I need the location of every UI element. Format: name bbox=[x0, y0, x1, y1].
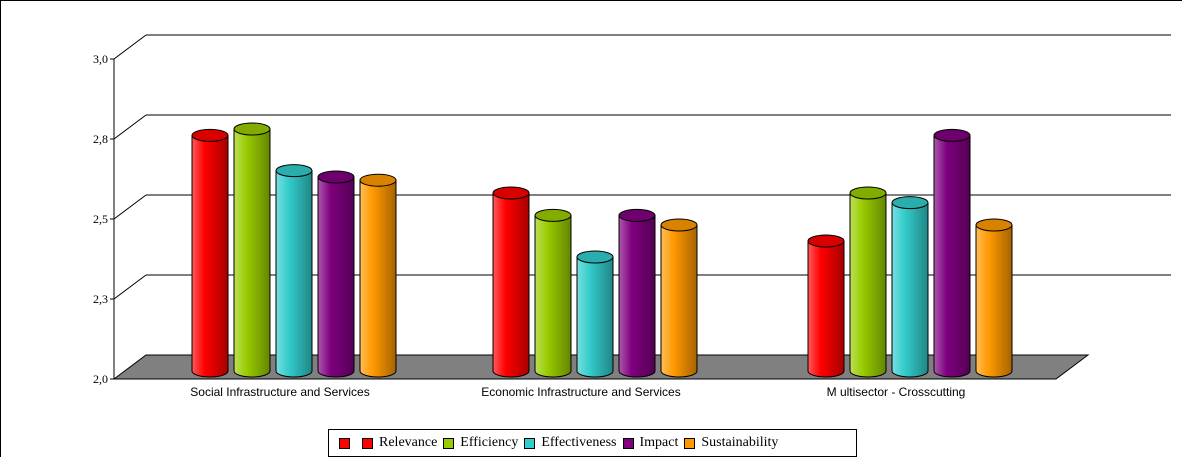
legend-swatch bbox=[622, 437, 634, 449]
bar-top bbox=[233, 122, 271, 136]
legend: Relevance Efficiency Effectiveness Impact Su… bbox=[328, 429, 857, 457]
bar-body bbox=[576, 256, 614, 378]
bar-relevance-3 bbox=[807, 234, 845, 378]
legend-label: Efficiency bbox=[460, 435, 519, 450]
y-tick-label: 2,3 bbox=[93, 292, 108, 306]
bar-impact-3 bbox=[933, 128, 971, 378]
legend-item-efficiency: Efficiency bbox=[443, 435, 518, 451]
legend-swatch bbox=[362, 437, 373, 449]
bar-top bbox=[576, 250, 614, 264]
bar-top bbox=[891, 196, 929, 210]
bar-relevance-1 bbox=[191, 128, 229, 378]
bar-top bbox=[618, 208, 656, 222]
bar-effectiveness-3 bbox=[891, 196, 929, 378]
legend-item-empty bbox=[339, 437, 356, 449]
bar-impact-1 bbox=[317, 170, 355, 378]
bar-efficiency-3 bbox=[849, 186, 887, 378]
bar-chart-3d: 2,0 2,3 2,5 2,8 3,0 Social Infrastructure and… bbox=[93, 34, 1171, 399]
bar-body bbox=[317, 176, 355, 378]
bar-top bbox=[933, 128, 971, 142]
legend-item-relevance: Relevance bbox=[362, 435, 437, 451]
bar-efficiency-1 bbox=[233, 122, 271, 378]
bar-impact-2 bbox=[618, 208, 656, 378]
bar-sustainability-3 bbox=[975, 218, 1013, 378]
bar-top bbox=[807, 234, 845, 248]
bar-body bbox=[618, 214, 656, 378]
y-tick-label: 3,0 bbox=[93, 52, 108, 66]
legend-item-effectiveness: Effectiveness bbox=[524, 435, 617, 451]
y-tick-label: 2,5 bbox=[93, 212, 108, 226]
bar-relevance-2 bbox=[492, 186, 530, 378]
bar-effectiveness-1 bbox=[275, 164, 313, 378]
bar-body bbox=[359, 179, 397, 378]
category-label: Social Infrastructure and Services bbox=[190, 385, 369, 399]
bar-body bbox=[492, 192, 530, 378]
legend-swatch bbox=[339, 437, 350, 449]
bar-top bbox=[359, 173, 397, 187]
legend-label: Relevance bbox=[379, 435, 438, 450]
legend-item-impact: Impact bbox=[622, 435, 679, 451]
bar-top bbox=[275, 164, 313, 178]
bar-top bbox=[849, 186, 887, 200]
gridline-diagonal bbox=[113, 34, 147, 60]
legend-swatch bbox=[524, 437, 536, 449]
legend-label: Impact bbox=[639, 435, 679, 450]
bar-top bbox=[534, 208, 572, 222]
bar-body bbox=[660, 224, 698, 378]
bar-body bbox=[807, 240, 845, 378]
bar-sustainability-2 bbox=[660, 218, 698, 378]
bar-top bbox=[975, 218, 1013, 232]
gridline-diagonal bbox=[113, 114, 147, 140]
bar-body bbox=[975, 224, 1013, 378]
y-tick-label: 2,8 bbox=[93, 132, 108, 146]
bar-body bbox=[191, 134, 229, 378]
bar-sustainability-1 bbox=[359, 173, 397, 378]
bar-effectiveness-2 bbox=[576, 250, 614, 378]
bar-top bbox=[317, 170, 355, 184]
bar-top bbox=[191, 128, 229, 142]
category-label: Economic Infrastructure and Services bbox=[481, 385, 680, 399]
legend-label: Sustainability bbox=[701, 435, 779, 450]
bar-body bbox=[849, 192, 887, 378]
gridline-diagonal bbox=[113, 274, 147, 300]
y-tick-label: 2,0 bbox=[93, 372, 108, 386]
bar-body bbox=[534, 214, 572, 378]
legend-item-sustainability: Sustainability bbox=[684, 435, 778, 451]
legend-label: Effectiveness bbox=[541, 435, 617, 450]
legend-swatch bbox=[443, 437, 455, 449]
bar-body bbox=[275, 170, 313, 378]
bar-efficiency-2 bbox=[534, 208, 572, 378]
gridline-diagonal bbox=[113, 194, 147, 220]
bar-body bbox=[891, 202, 929, 378]
bar-body bbox=[933, 134, 971, 378]
bar-body bbox=[233, 128, 271, 378]
bar-top bbox=[492, 186, 530, 200]
bar-top bbox=[660, 218, 698, 232]
legend-swatch bbox=[684, 437, 696, 449]
category-label: M ultisector - Crosscutting bbox=[827, 385, 966, 399]
